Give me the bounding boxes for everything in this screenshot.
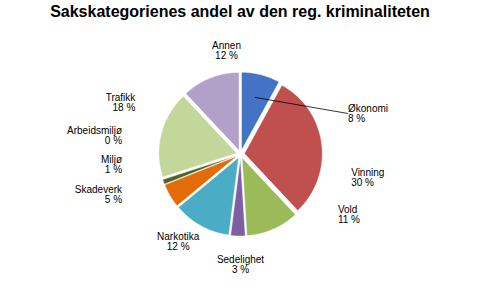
svg-text:Økonomi8 %: Økonomi8 % [348, 103, 388, 124]
svg-text:Annen12 %: Annen12 % [212, 40, 241, 61]
svg-text:Vinning30 %: Vinning30 % [351, 167, 384, 188]
svg-text:Miljø1 %: Miljø1 % [101, 154, 122, 175]
svg-text:Trafikk18 %: Trafikk18 % [106, 92, 137, 113]
svg-text:Vold11 %: Vold11 % [338, 204, 360, 225]
svg-text:Skadeverk5 %: Skadeverk5 % [75, 184, 123, 205]
html-text:Sakskategorienes andel av den: Sakskategorienes andel av den reg. krimi… [50, 3, 430, 20]
svg-text:Narkotika12 %: Narkotika12 % [157, 231, 200, 252]
svg-text:Sedelighet3 %: Sedelighet3 % [217, 254, 264, 275]
svg-text:Arbeidsmiljø0 %: Arbeidsmiljø0 % [67, 125, 122, 146]
